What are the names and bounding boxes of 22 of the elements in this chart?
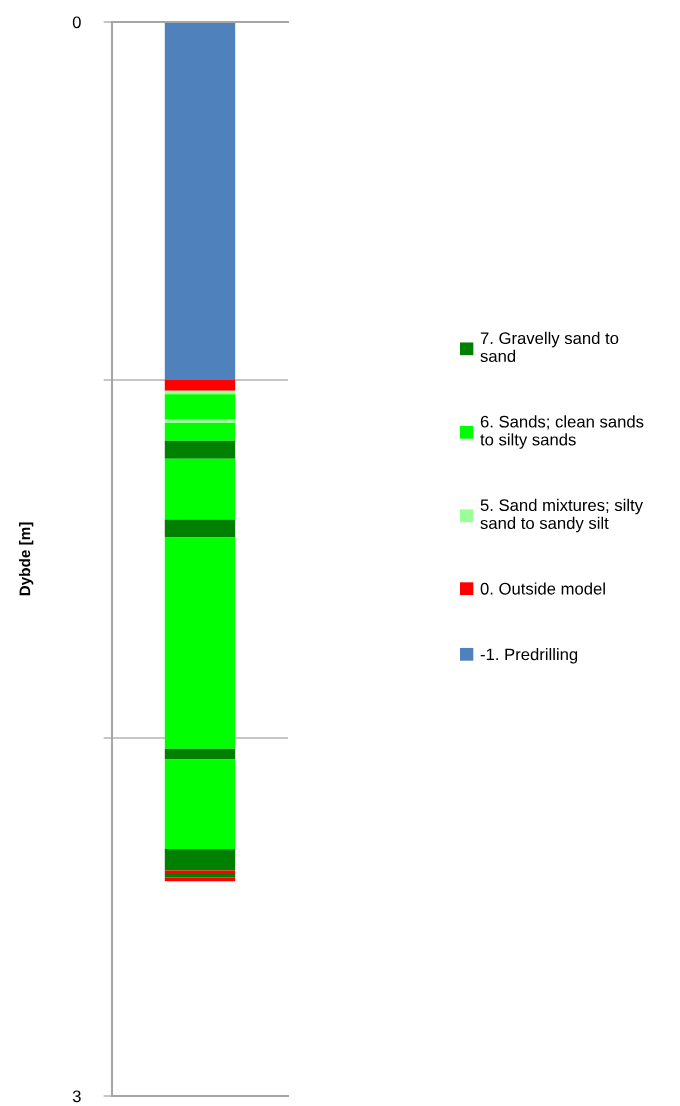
legend-label: -1. Predrilling — [480, 648, 578, 664]
y-tick-label: 3 — [72, 1090, 81, 1103]
bar — [164, 848, 236, 871]
y-axis-title: Dybde [m] — [19, 522, 34, 596]
y-tick-label: 0 — [72, 16, 81, 29]
legend-label: 5. Sand mixtures; silty sand to sandy silt — [480, 498, 643, 533]
bar — [164, 394, 236, 420]
bar — [164, 759, 236, 849]
bar — [164, 458, 236, 520]
bar — [164, 440, 236, 459]
bar — [164, 419, 236, 423]
bar — [164, 519, 236, 538]
legend-label: 6. Sands; clean sands to silty sands — [480, 415, 644, 449]
bar — [164, 422, 236, 441]
bar — [164, 874, 236, 878]
bar — [164, 870, 236, 875]
legend-label: 7. Gravelly sand to sand — [480, 331, 619, 363]
bar — [164, 748, 236, 760]
legend-label: 0. Outside model — [480, 582, 605, 595]
bar — [164, 380, 236, 391]
bar — [164, 22, 236, 380]
bar — [164, 537, 236, 749]
